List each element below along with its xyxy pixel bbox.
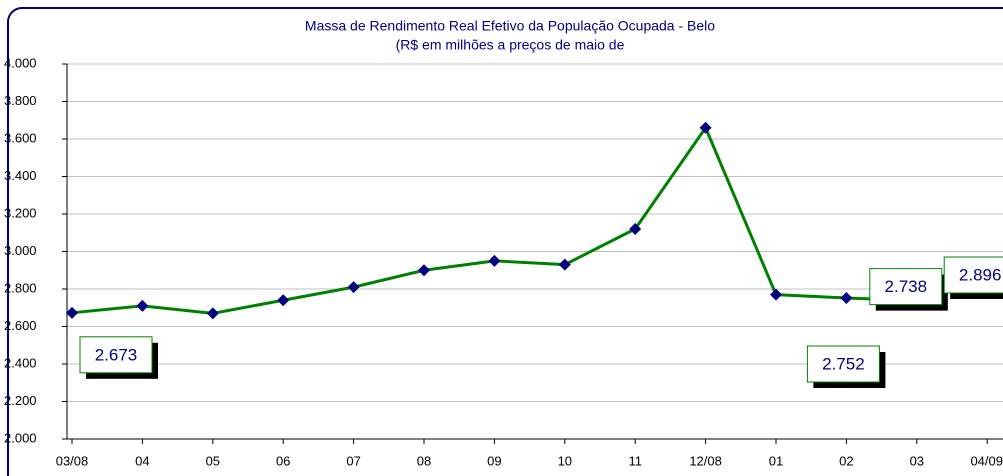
- marker: [277, 294, 290, 307]
- y-tick-label: 2.200: [4, 393, 37, 408]
- x-tick-label: 09: [487, 453, 501, 468]
- x-tick-label: 10: [558, 453, 572, 468]
- x-tick-label: 03: [910, 453, 924, 468]
- value-label: 2.673: [95, 345, 138, 364]
- marker: [347, 281, 360, 294]
- y-tick-label: 4.000: [4, 55, 37, 70]
- chart-frame: [7, 7, 1003, 476]
- y-tick-label: 3.400: [4, 168, 37, 183]
- y-tick-label: 3.200: [4, 205, 37, 220]
- value-label: 2.752: [822, 354, 865, 373]
- marker: [136, 299, 149, 312]
- x-tick-label: 05: [206, 453, 220, 468]
- marker: [206, 307, 219, 320]
- value-label: 2.896: [959, 265, 1002, 284]
- label-box: [943, 256, 1003, 294]
- y-tick-label: 2.800: [4, 280, 37, 295]
- y-tick-label: 3.000: [4, 243, 37, 258]
- y-tick-label: 2.600: [4, 318, 37, 333]
- label-box: [79, 336, 153, 374]
- marker: [418, 264, 430, 277]
- chart-subtitle: (R$ em milhões a preços de maio de: [396, 37, 625, 53]
- x-tick-label: 01: [769, 453, 783, 468]
- marker: [488, 254, 501, 267]
- value-label: 2.738: [885, 277, 928, 296]
- x-tick-label: 08: [417, 453, 431, 468]
- marker: [699, 121, 712, 134]
- y-tick-label: 3.800: [4, 93, 37, 108]
- y-tick-label: 3.600: [4, 130, 37, 145]
- x-tick-label: 06: [276, 453, 290, 468]
- marker: [629, 223, 642, 235]
- x-tick-label: 04/09: [970, 453, 1003, 468]
- series-line: [71, 124, 988, 315]
- x-tick-label: 11: [628, 453, 642, 468]
- x-tick-label: 07: [346, 453, 360, 468]
- marker: [66, 306, 78, 319]
- x-tick-label: 04: [135, 453, 149, 468]
- x-tick-label: 12/08: [689, 453, 722, 468]
- marker: [558, 258, 571, 271]
- x-tick-label: 03/08: [56, 453, 89, 468]
- x-tick-label: 02: [839, 453, 853, 468]
- label-box: [806, 345, 880, 383]
- y-tick-label: 2.000: [4, 430, 37, 445]
- marker: [840, 292, 853, 304]
- chart-title: Massa de Rendimento Real Efetivo da Popu…: [305, 18, 715, 34]
- label-box: [869, 268, 943, 306]
- marker: [770, 288, 782, 301]
- y-tick-label: 2.400: [4, 355, 37, 370]
